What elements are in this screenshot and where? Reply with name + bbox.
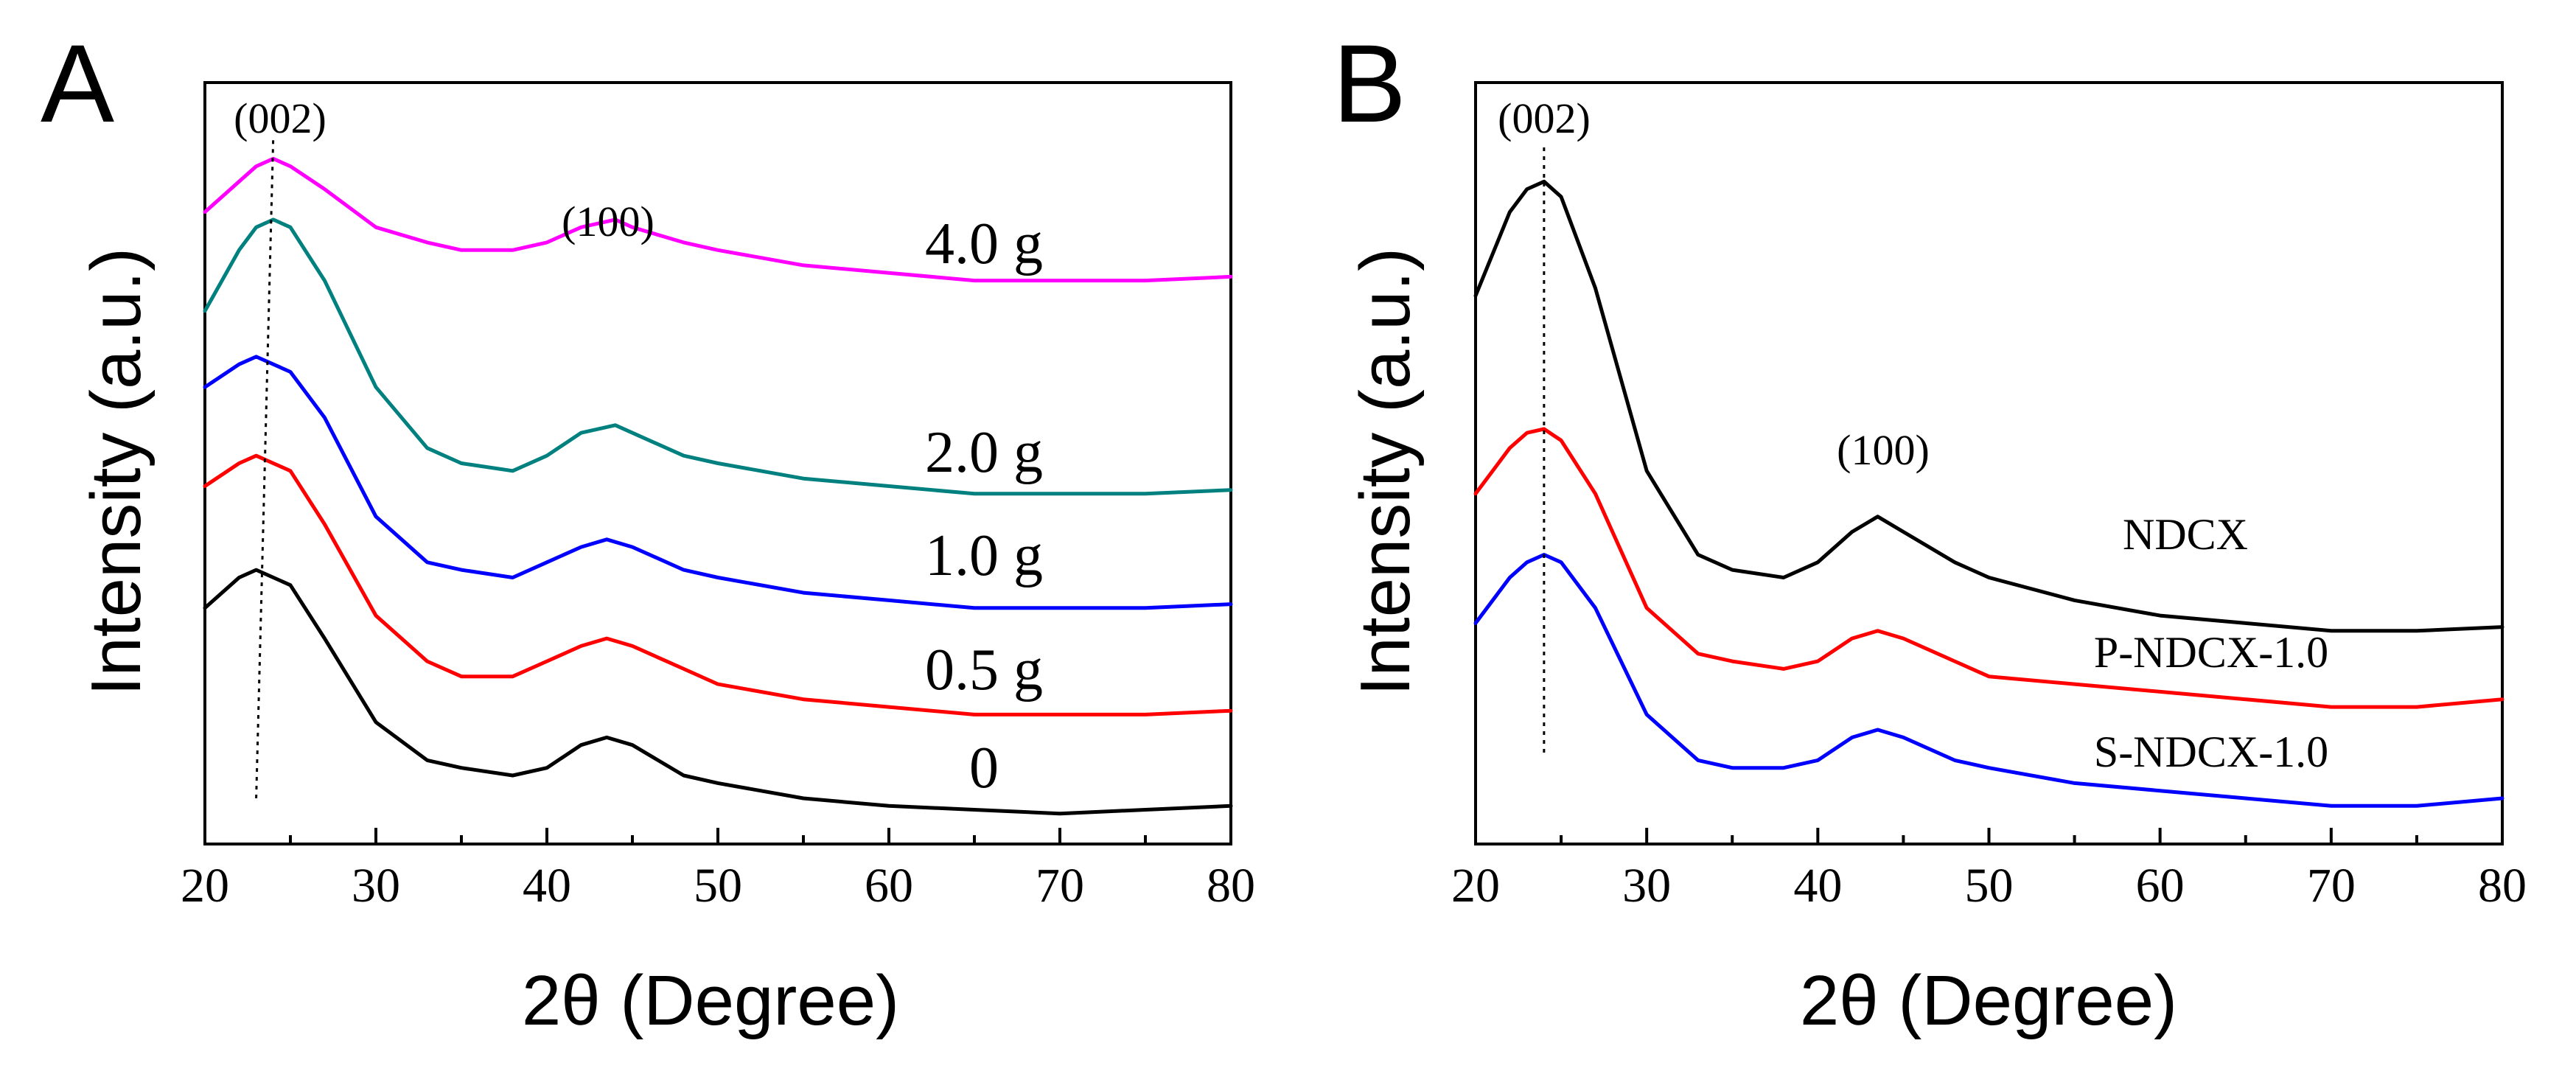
panel-b-series-label-0: NDCX [2123,510,2248,559]
panel-a-x-tick-label: 20 [181,859,229,913]
panel-b-series-line-0 [1473,179,2505,633]
panel-a-x-tick-label: 30 [352,859,400,913]
panel-b-x-axis-title: 2θ (Degree) [1800,961,2177,1040]
panel-a-series-line-2 [203,355,1233,610]
panel-b-x-tick-label: 40 [1793,859,1842,913]
panel-b-peak-label-100: (100) [1837,426,1930,474]
panel-b-x-tick-label: 50 [1965,859,2014,913]
panel-b-series-line-2 [1473,553,2505,808]
panel-a-x-tick-label: 40 [523,859,571,913]
panel-a-x-tick-label: 70 [1036,859,1084,913]
panel-b-x-tick-label: 60 [2136,859,2185,913]
panel-b-x-tick-label: 70 [2307,859,2356,913]
panel-a: 20 30 40 50 60 70 80 2θ (Degree) Intensity (a.u.… [41,21,1255,1040]
panel-b-series-line-1 [1473,427,2505,709]
panel-a-peak-label-002: (002) [234,94,327,142]
panel-a-series-label-0: 0 [969,736,999,801]
panel-a-x-tick-label: 50 [694,859,742,913]
panel-a-series-line-0 [203,568,1233,816]
panel-a-peak-guide-line [255,136,275,799]
panel-a-series-label-1: 0.5 g [925,638,1043,702]
panel-a-x-axis-title: 2θ (Degree) [522,961,899,1040]
panel-a-x-tick-label: 60 [865,859,913,913]
panel-a-peak-label-100: (100) [562,198,655,245]
panel-b-peak-label-002: (002) [1498,94,1591,142]
panel-b-series-label-2: S-NDCX-1.0 [2094,728,2328,776]
panel-a-x-tick-label: 80 [1207,859,1255,913]
panel-b-x-tick-label: 20 [1451,859,1500,913]
panel-b-series-label-1: P-NDCX-1.0 [2094,628,2328,677]
panel-a-series-label-4: 4.0 g [925,212,1043,276]
panel-a-series-line-3 [203,217,1233,496]
panel-a-series-label-3: 2.0 g [925,420,1043,485]
panel-b-letter: B [1333,21,1406,145]
panel-b-y-axis-title: Intensity (a.u.) [1346,248,1425,696]
panel-a-y-axis-title: Intensity (a.u.) [77,248,156,696]
panel-a-series-line-4 [203,156,1233,283]
panel-a-series-line-1 [203,453,1233,716]
panel-b-x-tick-label: 30 [1622,859,1671,913]
panel-b-plot-frame [1474,81,2504,845]
panel-b: 20 30 40 50 60 70 80 2θ (Degree) Intensity (a.u.… [1333,21,2527,1040]
panel-a-letter: A [41,21,114,145]
panel-b-x-tick-label: 80 [2478,859,2527,913]
panel-a-series-label-2: 1.0 g [925,523,1043,588]
